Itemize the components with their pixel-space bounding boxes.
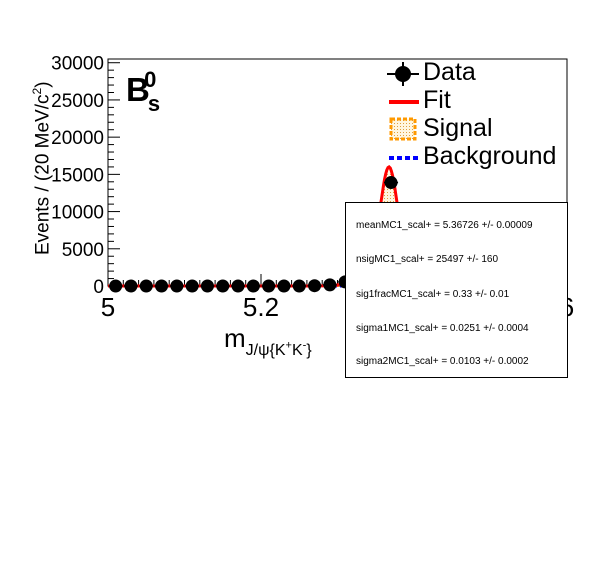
data-point — [185, 279, 200, 293]
data-point-marker — [308, 279, 322, 293]
y-tick-label: 30000 — [51, 54, 104, 75]
data-point-marker — [384, 176, 398, 190]
data-point-marker — [109, 279, 123, 293]
stat-nsig: nsigMC1_scal+ = 25497 +/- 160 — [356, 254, 499, 265]
data-point — [276, 279, 291, 293]
data-marker-icon — [387, 62, 419, 86]
data-point-marker — [155, 279, 169, 293]
data-point — [154, 279, 169, 293]
data-point — [108, 279, 123, 293]
data-point-marker — [292, 279, 306, 293]
data-point — [215, 279, 230, 293]
data-point-marker — [170, 279, 184, 293]
x-tick-label: 5 — [101, 292, 115, 322]
data-point-marker — [323, 278, 337, 292]
data-point — [292, 279, 307, 293]
data-point-marker — [200, 279, 214, 293]
data-point — [384, 176, 399, 190]
x-axis-label: mJ/ψ{K+K-} — [224, 323, 312, 359]
data-point-marker — [124, 279, 138, 293]
legend-label-signal: Signal — [423, 114, 493, 142]
y-axis-label: Events / (20 MeV/c2) — [30, 81, 54, 255]
legend-label-fit: Fit — [423, 86, 451, 114]
data-point-marker — [216, 279, 230, 293]
y-tick-label: 20000 — [51, 128, 104, 149]
data-point-marker — [246, 279, 260, 293]
fit-stats-box: meanMC1_scal+ = 5.36726 +/- 0.00009 nsig… — [345, 202, 568, 378]
stat-mean: meanMC1_scal+ = 5.36726 +/- 0.00009 — [356, 220, 533, 231]
y-tick-label: 0 — [93, 277, 104, 298]
data-point-marker — [262, 279, 276, 293]
x-tick-label: 5.2 — [243, 292, 279, 322]
y-tick-label: 10000 — [51, 203, 104, 224]
data-point — [261, 279, 276, 293]
legend-item-data: Data — [385, 58, 585, 86]
data-point — [231, 279, 246, 293]
data-point — [169, 279, 184, 293]
data-point — [246, 279, 261, 293]
legend-label-data: Data — [423, 58, 476, 86]
data-point — [139, 279, 154, 293]
y-tick-label: 25000 — [51, 91, 104, 112]
legend-item-fit: Fit — [385, 86, 585, 114]
data-point — [307, 279, 322, 293]
legend-label-background: Background — [423, 142, 557, 170]
data-point-marker — [231, 279, 245, 293]
y-tick-label: 15000 — [51, 165, 104, 186]
data-point — [322, 278, 337, 292]
signal-fill-icon — [389, 117, 417, 141]
data-point — [200, 279, 215, 293]
stat-sigma1: sigma1MC1_scal+ = 0.0251 +/- 0.0004 — [356, 323, 529, 334]
background-dashed-icon — [389, 156, 419, 160]
legend-item-background: Background — [385, 142, 585, 170]
data-point-marker — [277, 279, 291, 293]
data-point — [123, 279, 138, 293]
stat-sigma2: sigma2MC1_scal+ = 0.0103 +/- 0.0002 — [356, 356, 529, 367]
y-axis: 0 5000 10000 15000 20000 25000 30000 — [51, 54, 120, 298]
data-point-marker — [185, 279, 199, 293]
data-point-marker — [139, 279, 153, 293]
fit-line-icon — [389, 100, 419, 104]
particle-label: Bs0 — [126, 67, 161, 116]
y-tick-label: 5000 — [62, 240, 104, 261]
legend-item-signal: Signal — [385, 114, 585, 142]
stat-sig1frac: sig1fracMC1_scal+ = 0.33 +/- 0.01 — [356, 289, 510, 300]
